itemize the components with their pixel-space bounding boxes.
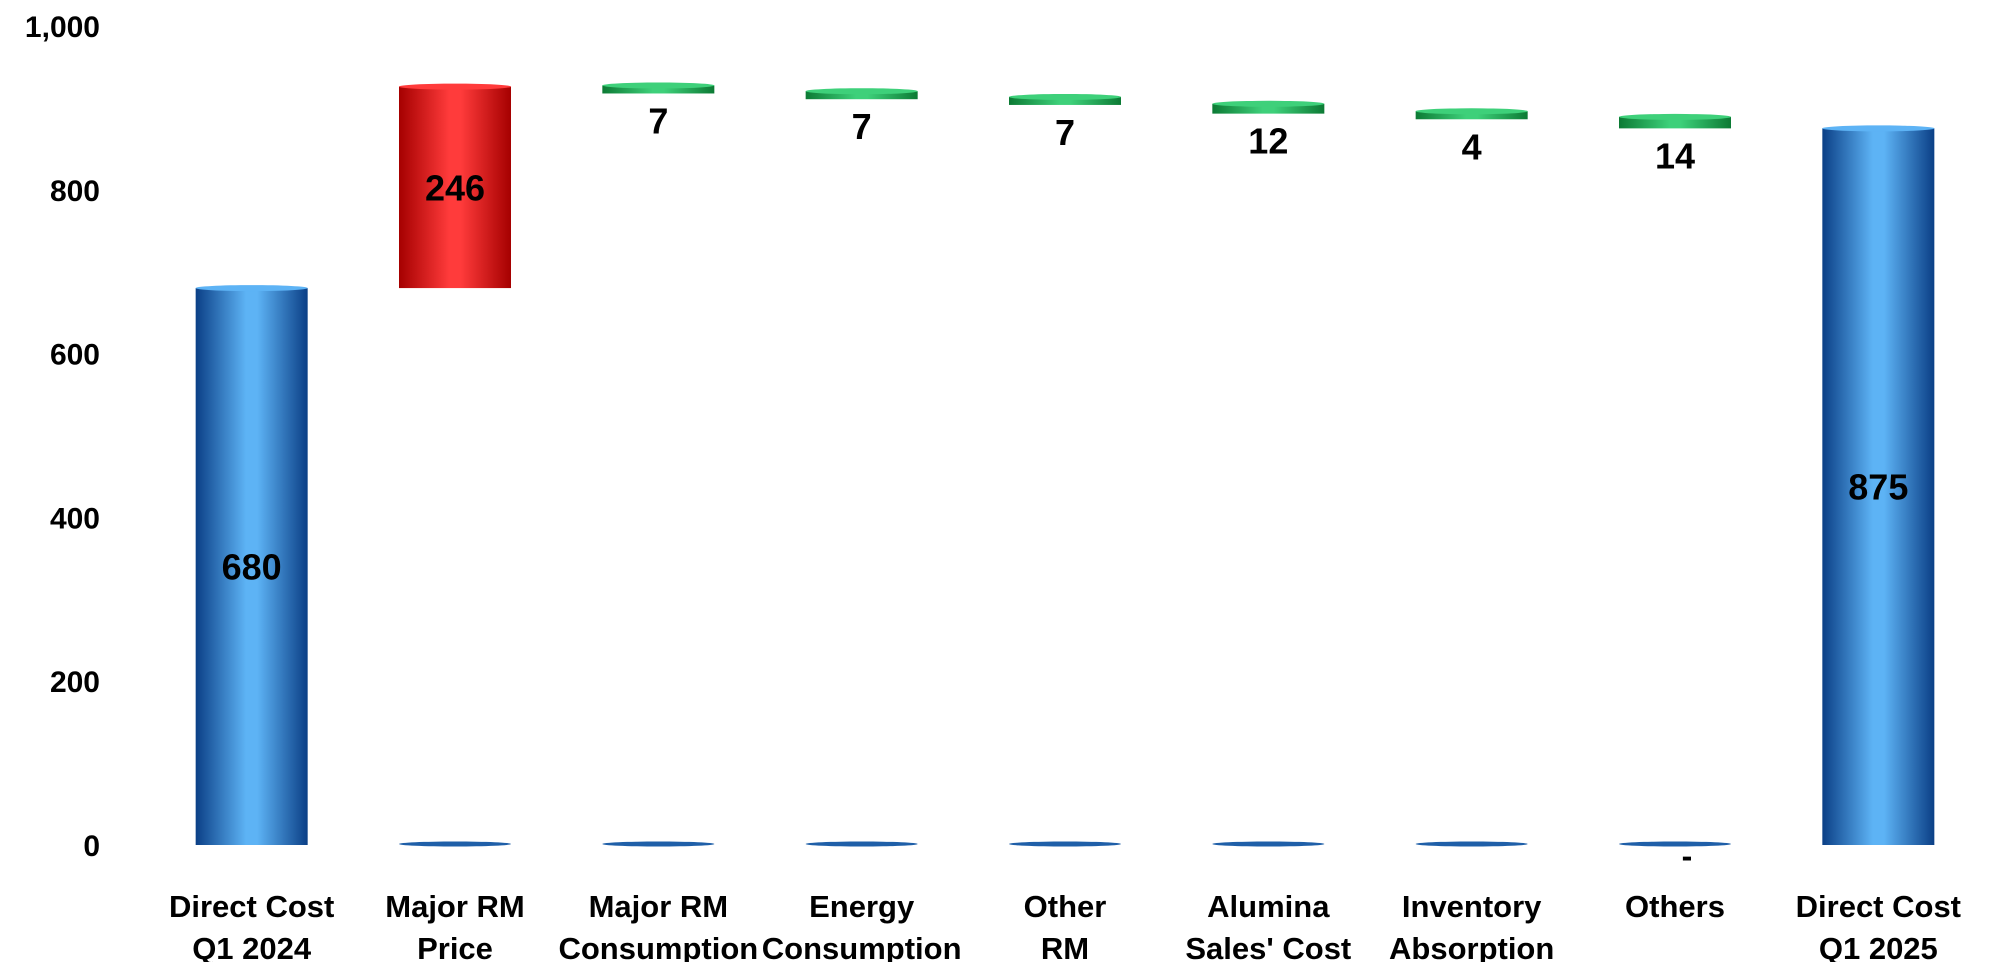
x-tick-label: Other bbox=[1024, 889, 1107, 924]
data-label: 7 bbox=[648, 100, 668, 141]
x-tick-label: Sales' Cost bbox=[1185, 931, 1351, 962]
bars bbox=[195, 82, 1935, 846]
bar-decrease bbox=[805, 91, 918, 100]
baseline-marker bbox=[1619, 841, 1731, 847]
x-tick-label: RM bbox=[1041, 931, 1089, 962]
bar-decrease bbox=[602, 85, 715, 94]
y-axis: 0 200 400 600 800 1,000 bbox=[25, 11, 100, 863]
x-tick-label: Major RM bbox=[589, 889, 729, 924]
baseline-marker bbox=[1212, 841, 1325, 847]
bar-total bbox=[1822, 128, 1935, 845]
y-tick-label: 200 bbox=[50, 666, 100, 699]
bar-cap bbox=[1822, 125, 1935, 132]
baseline-marker bbox=[602, 841, 715, 847]
x-tick-label: Q1 2024 bbox=[192, 931, 312, 962]
baseline-marker bbox=[805, 841, 918, 847]
x-tick-label: Consumption bbox=[558, 931, 758, 962]
baseline-markers bbox=[399, 841, 1731, 847]
x-tick-label: Energy bbox=[809, 889, 915, 924]
x-tick-label: Q1 2025 bbox=[1819, 931, 1938, 962]
bar-decrease bbox=[1212, 103, 1325, 114]
extra-label: - bbox=[1682, 838, 1693, 874]
x-tick-label: Direct Cost bbox=[1796, 889, 1961, 924]
data-label: 7 bbox=[1055, 112, 1075, 153]
data-label: 875 bbox=[1848, 467, 1908, 508]
bar-increase bbox=[399, 86, 511, 289]
baseline-marker bbox=[399, 841, 511, 847]
bar-cap bbox=[1212, 100, 1325, 107]
baseline-marker bbox=[1009, 841, 1121, 847]
bar-decrease bbox=[1619, 116, 1731, 129]
x-tick-label: Direct Cost bbox=[169, 889, 334, 924]
bar-cap bbox=[805, 88, 918, 95]
y-tick-label: 0 bbox=[83, 830, 100, 863]
data-label: 246 bbox=[425, 167, 485, 208]
y-tick-label: 800 bbox=[50, 175, 100, 208]
bar-cap bbox=[1415, 108, 1528, 115]
x-tick-label: Price bbox=[417, 931, 493, 962]
bar-cap bbox=[602, 82, 715, 89]
data-label: 14 bbox=[1655, 135, 1695, 176]
x-tick-label: Alumina bbox=[1207, 889, 1330, 924]
x-tick-label: Others bbox=[1625, 889, 1725, 924]
x-tick-label: Consumption bbox=[762, 931, 962, 962]
bar-cap bbox=[1619, 113, 1731, 120]
y-tick-label: 1,000 bbox=[25, 11, 100, 44]
x-axis: Direct Cost Q1 2024 Major RM Price Major RM C… bbox=[169, 889, 1961, 966]
x-tick-label: Major RM bbox=[385, 889, 525, 924]
bar-decrease bbox=[1415, 111, 1528, 120]
y-tick-label: 600 bbox=[50, 339, 100, 372]
data-label: 12 bbox=[1248, 121, 1288, 162]
data-labels: 680 246 7 7 7 12 4 14 875 - bbox=[222, 100, 1909, 874]
x-tick-label: Inventory bbox=[1402, 889, 1542, 924]
bar-cap bbox=[399, 83, 511, 90]
bar-cap bbox=[195, 285, 308, 292]
y-tick-label: 400 bbox=[50, 502, 100, 535]
data-label: 680 bbox=[222, 547, 282, 588]
data-label: 4 bbox=[1462, 126, 1482, 167]
x-tick-label: Absorption bbox=[1389, 931, 1554, 962]
data-label: 7 bbox=[852, 106, 872, 147]
bar-cap bbox=[1009, 93, 1121, 100]
baseline-marker bbox=[1415, 841, 1528, 847]
bar-decrease bbox=[1009, 96, 1121, 105]
bar-total bbox=[195, 288, 308, 846]
